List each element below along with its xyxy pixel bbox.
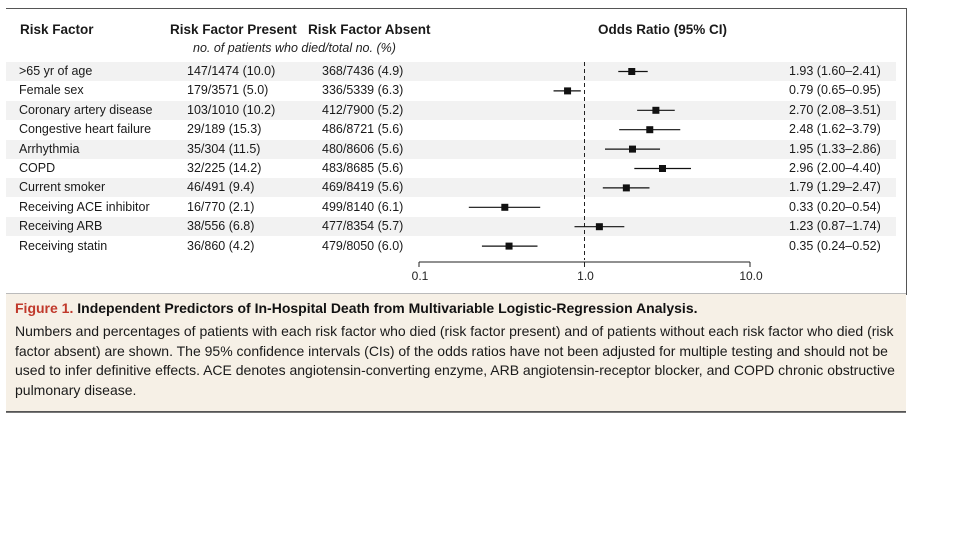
subheader-units: no. of patients who died/total no. (%) <box>193 41 396 55</box>
present-value: 46/491 (9.4) <box>187 180 255 195</box>
table-row: Arrhythmia 35/304 (11.5) 480/8606 (5.6) 1.9… <box>6 139 896 159</box>
present-value: 32/225 (14.2) <box>187 161 262 175</box>
absent-value: 480/8606 (5.6) <box>322 141 404 156</box>
odds-ratio-text: 1.23 (0.87–1.74) <box>789 219 881 234</box>
table-row: Female sex 179/3571 (5.0) 336/5339 (6.3) 0.… <box>6 81 896 100</box>
x-tick-label: 0.1 <box>412 269 429 283</box>
absent-value: 368/7436 (4.9) <box>322 64 404 78</box>
present-value: 36/860 (4.2) <box>187 238 255 253</box>
table-row: Receiving ACE inhibitor 16/770 (2.1) 499/8… <box>6 198 896 217</box>
present-value: 29/189 (15.3) <box>187 122 262 137</box>
odds-ratio-marker <box>658 165 666 172</box>
absent-value: 477/8354 (5.7) <box>322 219 404 234</box>
odds-ratio-marker <box>652 106 660 114</box>
absent-value: 483/8685 (5.6) <box>322 161 404 175</box>
odds-ratio-marker <box>595 223 603 231</box>
top-rule <box>6 8 906 9</box>
caption-title: Independent Predictors of In-Hospital De… <box>77 300 698 316</box>
risk-factor-name: Arrhythmia <box>19 141 80 156</box>
table-row: Current smoker 46/491 (9.4) 469/8419 (5.6)… <box>6 178 896 198</box>
figure-caption: Figure 1. Independent Predictors of In-H… <box>6 293 906 412</box>
header-present: Risk Factor Present <box>170 22 297 37</box>
absent-value: 499/8140 (6.1) <box>322 199 404 214</box>
odds-ratio-text: 0.35 (0.24–0.52) <box>789 238 881 253</box>
absent-value: 469/8419 (5.6) <box>322 180 404 195</box>
odds-ratio-marker <box>629 145 637 153</box>
x-tick-label: 10.0 <box>739 269 763 283</box>
risk-factor-name: Receiving ARB <box>19 219 103 234</box>
odds-ratio-marker <box>646 126 654 134</box>
header-odds-ratio: Odds Ratio (95% CI) <box>598 22 728 37</box>
x-tick-label: 1.0 <box>577 269 594 283</box>
table-row: >65 yr of age 147/1474 (10.0) 368/7436 (4.… <box>6 62 896 81</box>
odds-ratio-marker <box>628 68 636 75</box>
odds-ratio-text: 1.95 (1.33–2.86) <box>789 141 881 156</box>
absent-value: 336/5339 (6.3) <box>322 83 404 98</box>
risk-factor-name: >65 yr of age <box>19 64 93 78</box>
figure-label: Figure 1. <box>15 300 74 316</box>
caption-title-line: Figure 1. Independent Predictors of In-H… <box>15 300 698 316</box>
table-row: Congestive heart failure 29/189 (15.3) 486… <box>6 120 896 139</box>
odds-ratio-text: 2.70 (2.08–3.51) <box>789 102 881 117</box>
present-value: 16/770 (2.1) <box>187 199 255 214</box>
absent-value: 486/8721 (5.6) <box>322 122 404 137</box>
bottom-rule <box>6 412 906 413</box>
odds-ratio-text: 0.33 (0.20–0.54) <box>789 199 881 214</box>
odds-ratio-text: 1.79 (1.29–2.47) <box>789 180 881 195</box>
present-value: 35/304 (11.5) <box>187 141 261 156</box>
odds-ratio-text: 2.48 (1.62–3.79) <box>789 122 881 137</box>
absent-value: 479/8050 (6.0) <box>322 238 404 253</box>
risk-factor-name: Current smoker <box>19 180 106 195</box>
odds-ratio-text: 1.93 (1.60–2.41) <box>789 64 881 78</box>
odds-ratio-text: 0.79 (0.65–0.95) <box>789 83 881 98</box>
caption-body: Numbers and percentages of patients with… <box>15 323 895 398</box>
forest-plot: 0.1 1.0 10.0 <box>412 62 763 283</box>
present-value: 147/1474 (10.0) <box>187 64 276 78</box>
right-rule <box>906 8 907 295</box>
risk-factor-name: COPD <box>19 161 56 175</box>
present-value: 179/3571 (5.0) <box>187 83 269 98</box>
odds-ratio-marker <box>501 203 509 211</box>
table-row: COPD 32/225 (14.2) 483/8685 (5.6) 2.96 (2.0… <box>6 159 896 178</box>
odds-ratio-marker <box>505 242 513 250</box>
risk-factor-name: Coronary artery disease <box>19 102 153 117</box>
present-value: 103/1010 (10.2) <box>187 102 276 117</box>
table-row: Coronary artery disease 103/1010 (10.2) 41… <box>6 100 896 120</box>
risk-factor-name: Congestive heart failure <box>19 122 152 137</box>
odds-ratio-marker <box>622 184 630 192</box>
header-risk-factor: Risk Factor <box>20 22 94 37</box>
header-absent: Risk Factor Absent <box>308 22 431 37</box>
odds-ratio-marker <box>564 87 572 95</box>
risk-factor-name: Receiving statin <box>19 238 108 253</box>
risk-factor-name: Receiving ACE inhibitor <box>19 199 150 214</box>
risk-factor-name: Female sex <box>19 83 84 98</box>
odds-ratio-text: 2.96 (2.00–4.40) <box>789 161 881 175</box>
table-row: Receiving ARB 38/556 (6.8) 477/8354 (5.7) 1… <box>6 217 896 237</box>
present-value: 38/556 (6.8) <box>187 219 255 234</box>
table-row: Receiving statin 36/860 (4.2) 479/8050 (6.… <box>6 237 896 256</box>
absent-value: 412/7900 (5.2) <box>322 102 404 117</box>
